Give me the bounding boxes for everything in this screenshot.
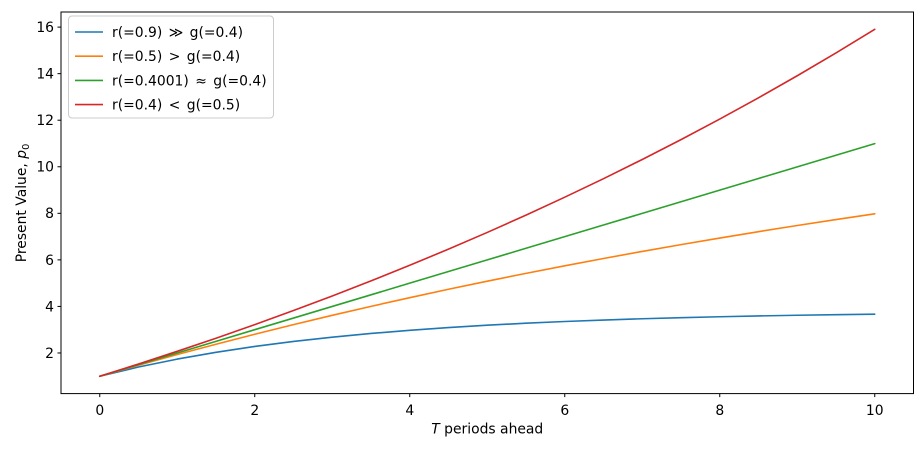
series-line-3 xyxy=(98,28,876,378)
series-line-2 xyxy=(98,142,876,378)
y-tick-label: 10 xyxy=(36,160,54,176)
legend-box xyxy=(68,15,274,119)
y-tick-label: 2 xyxy=(45,346,54,362)
legend-entry-label: r(=0.4) < g(=0.5) xyxy=(112,98,240,114)
x-tick-label: 0 xyxy=(95,403,104,419)
series-line-1 xyxy=(98,213,876,378)
y-axis-label: Present Value, p0 xyxy=(14,144,32,263)
legend-entry-label: r(=0.5) > g(=0.4) xyxy=(112,49,240,65)
legend-entry-label: r(=0.9) ≫ g(=0.4) xyxy=(112,25,243,41)
plot-frame xyxy=(60,11,914,395)
x-axis-label: T periods ahead xyxy=(431,422,543,438)
x-tick-label: 10 xyxy=(866,403,884,419)
x-tick-label: 2 xyxy=(250,403,259,419)
x-tick-label: 8 xyxy=(715,403,724,419)
y-tick-label: 12 xyxy=(36,113,54,129)
legend-entry-label: r(=0.4001) ≈ g(=0.4) xyxy=(112,73,267,89)
legend: r(=0.9) ≫ g(=0.4) r(=0.5) > g(=0.4) r(=0.4… xyxy=(68,15,274,119)
x-tick-label: 4 xyxy=(405,403,414,419)
y-tick-label: 6 xyxy=(45,253,54,269)
x-tick-label: 6 xyxy=(560,403,569,419)
y-tick-label: 4 xyxy=(45,299,54,315)
y-tick-label: 16 xyxy=(36,20,54,36)
series-line-0 xyxy=(98,313,876,378)
y-tick-label: 8 xyxy=(45,206,54,222)
y-tick-label: 14 xyxy=(36,67,54,83)
